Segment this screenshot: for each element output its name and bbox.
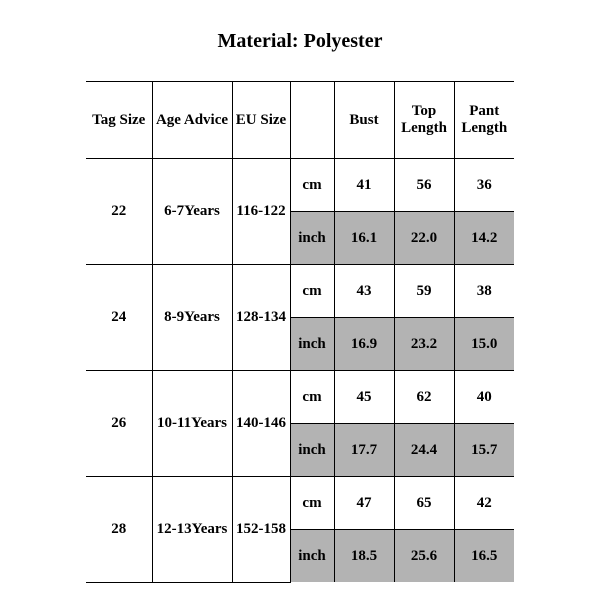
cell-eu: 140-146 [232,371,290,477]
cell-age: 8-9Years [152,265,232,371]
cell-age: 6-7Years [152,159,232,265]
cell-bust: 41 [334,159,394,212]
cell-bust: 43 [334,265,394,318]
cell-eu: 128-134 [232,265,290,371]
cell-top: 23.2 [394,318,454,371]
cell-top: 62 [394,371,454,424]
cell-tag: 24 [86,265,152,371]
cell-top: 59 [394,265,454,318]
table-row: 22 6-7Years 116-122 cm 41 56 36 [86,159,514,212]
table-row: 24 8-9Years 128-134 cm 43 59 38 [86,265,514,318]
cell-pant: 38 [454,265,514,318]
col-age-advice: Age Advice [152,82,232,159]
cell-eu: 152-158 [232,477,290,583]
cell-bust: 18.5 [334,530,394,583]
col-top-length: Top Length [394,82,454,159]
cell-bust: 45 [334,371,394,424]
table-row: 26 10-11Years 140-146 cm 45 62 40 [86,371,514,424]
cell-pant: 15.0 [454,318,514,371]
col-tag-size: Tag Size [86,82,152,159]
cell-tag: 22 [86,159,152,265]
cell-pant: 16.5 [454,530,514,583]
cell-top: 22.0 [394,212,454,265]
cell-eu: 116-122 [232,159,290,265]
cell-unit: cm [290,477,334,530]
table-header-row: Tag Size Age Advice EU Size Bust Top Len… [86,82,514,159]
cell-bust: 47 [334,477,394,530]
cell-bust: 16.1 [334,212,394,265]
cell-unit: cm [290,371,334,424]
cell-unit: inch [290,530,334,583]
cell-top: 25.6 [394,530,454,583]
cell-top: 24.4 [394,424,454,477]
cell-pant: 15.7 [454,424,514,477]
table-row: 28 12-13Years 152-158 cm 47 65 42 [86,477,514,530]
cell-unit: inch [290,318,334,371]
cell-tag: 28 [86,477,152,583]
cell-age: 10-11Years [152,371,232,477]
cell-top: 56 [394,159,454,212]
cell-pant: 14.2 [454,212,514,265]
cell-unit: inch [290,212,334,265]
cell-age: 12-13Years [152,477,232,583]
cell-tag: 26 [86,371,152,477]
size-chart-table: Tag Size Age Advice EU Size Bust Top Len… [86,81,514,583]
cell-pant: 36 [454,159,514,212]
col-pant-length: Pant Length [454,82,514,159]
cell-unit: cm [290,159,334,212]
cell-bust: 17.7 [334,424,394,477]
cell-top: 65 [394,477,454,530]
cell-unit: cm [290,265,334,318]
col-bust: Bust [334,82,394,159]
page-title: Material: Polyester [0,30,600,53]
cell-pant: 42 [454,477,514,530]
cell-unit: inch [290,424,334,477]
size-chart-page: { "title": "Material: Polyester", "colum… [0,0,600,600]
cell-pant: 40 [454,371,514,424]
cell-bust: 16.9 [334,318,394,371]
col-eu-size: EU Size [232,82,290,159]
col-unit [290,82,334,159]
